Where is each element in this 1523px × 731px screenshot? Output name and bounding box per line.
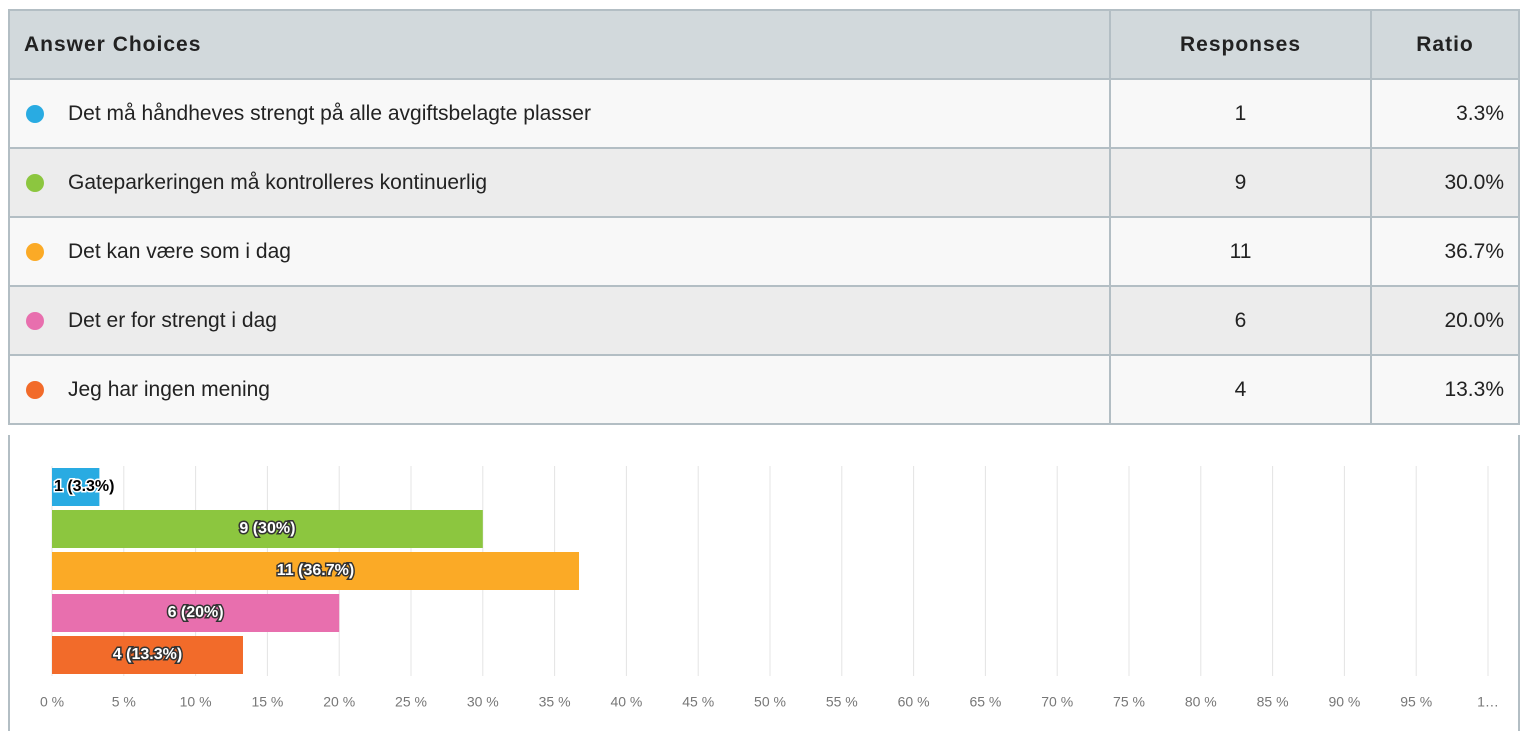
color-dot xyxy=(26,380,44,399)
ratio-cell: 13.3% xyxy=(1370,354,1520,425)
choice-cell: Det må håndheves strengt på alle avgifts… xyxy=(8,78,1111,149)
x-tick-label: 0 % xyxy=(40,694,64,710)
ratio-cell: 3.3% xyxy=(1370,78,1520,149)
responses-cell: 6 xyxy=(1109,285,1372,356)
header-row: Answer Choices Responses Ratio xyxy=(8,9,1520,80)
x-tick-label: 90 % xyxy=(1328,694,1360,710)
results-table: Answer Choices Responses Ratio Det må hå… xyxy=(8,9,1520,425)
x-tick-label: 65 % xyxy=(969,694,1001,710)
header-cell: Ratio xyxy=(1370,9,1520,80)
ratio-cell: 36.7% xyxy=(1370,216,1520,287)
choice-label: Det kan være som i dag xyxy=(68,239,291,263)
x-tick-label: 25 % xyxy=(395,694,427,710)
responses-cell: 9 xyxy=(1109,147,1372,218)
header-cell: Answer Choices xyxy=(8,9,1111,80)
header-cell: Responses xyxy=(1109,9,1372,80)
choice-cell: Gateparkeringen må kontrolleres kontinue… xyxy=(8,147,1111,218)
bar xyxy=(52,552,580,590)
data-label: 11 (36.7%) xyxy=(277,562,354,579)
choice-cell: Det er for strengt i dag xyxy=(8,285,1111,356)
data-label: 6 (20%) xyxy=(168,604,224,621)
responses-cell: 1 xyxy=(1109,78,1372,149)
x-tick-label: 70 % xyxy=(1041,694,1073,710)
choice-label: Det er for strengt i dag xyxy=(68,308,277,332)
bar-chart: 0 % 5 % 10 % 15 % 20 % 25 % 30 % 35 % 40 % 45 % 50… xyxy=(8,435,1520,731)
x-tick-label: 50 % xyxy=(754,694,786,710)
x-tick-label: 95 % xyxy=(1400,694,1432,710)
x-tick-label: 5 % xyxy=(112,694,136,710)
color-dot xyxy=(26,173,44,192)
table-row: Det kan være som i dag 11 36.7% xyxy=(8,216,1520,287)
x-tick-label: 10 % xyxy=(180,694,212,710)
ratio-cell: 30.0% xyxy=(1370,147,1520,218)
data-label: 9 (30%) xyxy=(239,520,295,537)
color-dot xyxy=(26,242,44,261)
color-dot xyxy=(26,311,44,330)
x-tick-label: 80 % xyxy=(1185,694,1217,710)
bar xyxy=(52,636,243,674)
data-label: 1 (3.3%) xyxy=(54,478,114,495)
x-tick-label: 45 % xyxy=(682,694,714,710)
data-label: 4 (13.3%) xyxy=(113,646,182,663)
x-tick-label: 20 % xyxy=(323,694,355,710)
bar xyxy=(52,510,483,548)
x-tick-label: 35 % xyxy=(539,694,571,710)
choice-label: Gateparkeringen må kontrolleres kontinue… xyxy=(68,170,488,194)
choice-cell: Jeg har ingen mening xyxy=(8,354,1111,425)
choice-label: Det må håndheves strengt på alle avgifts… xyxy=(68,101,591,125)
color-dot xyxy=(26,104,44,123)
x-tick-label: 30 % xyxy=(467,694,499,710)
responses-cell: 4 xyxy=(1109,354,1372,425)
choice-cell: Det kan være som i dag xyxy=(8,216,1111,287)
x-tick-label: 85 % xyxy=(1257,694,1289,710)
bar xyxy=(52,594,340,632)
table-row: Det er for strengt i dag 6 20.0% xyxy=(8,285,1520,356)
table-row: Gateparkeringen må kontrolleres kontinue… xyxy=(8,147,1520,218)
bar xyxy=(52,468,100,506)
responses-cell: 11 xyxy=(1109,216,1372,287)
choice-label: Jeg har ingen mening xyxy=(68,377,270,401)
x-tick-label: 40 % xyxy=(610,694,642,710)
table-row: Det må håndheves strengt på alle avgifts… xyxy=(8,78,1520,149)
x-tick-label: 75 % xyxy=(1113,694,1145,710)
x-tick-label: 15 % xyxy=(251,694,283,710)
x-tick-label: 1… xyxy=(1477,694,1499,710)
ratio-cell: 20.0% xyxy=(1370,285,1520,356)
table-row: Jeg har ingen mening 4 13.3% xyxy=(8,354,1520,425)
x-tick-label: 55 % xyxy=(826,694,858,710)
x-tick-label: 60 % xyxy=(898,694,930,710)
